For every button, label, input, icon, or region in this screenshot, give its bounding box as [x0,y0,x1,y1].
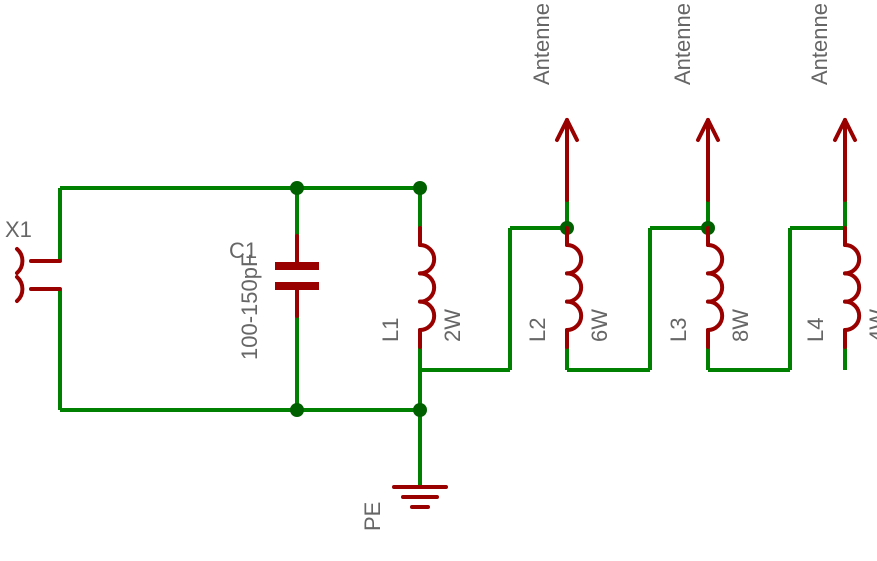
inductor-bump [420,302,434,330]
inductor-bump [845,273,859,301]
inductor-bump [708,245,722,273]
ground-label: PE [360,502,385,531]
inductor-bump [567,273,581,301]
inductor-ref: L3 [666,318,691,342]
inductor-bump [845,302,859,330]
inductor-bump [845,245,859,273]
antenna-label: Antenne [807,3,832,85]
junction [290,403,304,417]
inductor-ref: L2 [525,318,550,342]
capacitor-value: 100-150pF [237,254,262,360]
inductor-bump [567,245,581,273]
junction [290,181,304,195]
inductor-value: 6W [587,309,612,342]
inductor-bump [420,273,434,301]
connector-arc [17,277,22,301]
inductor-value: 4W [865,309,877,342]
junction [413,181,427,195]
inductor-bump [567,302,581,330]
connector-arc [17,249,22,273]
inductor-bump [420,245,434,273]
antenna-label: Antenne [529,3,554,85]
inductor-ref: L4 [803,318,828,342]
junction [413,403,427,417]
inductor-value: 8W [728,309,753,342]
inductor-bump [708,273,722,301]
inductor-bump [708,302,722,330]
antenna-label: Antenne [670,3,695,85]
inductor-ref: L1 [378,318,403,342]
inductor-value: 2W [440,309,465,342]
connector-ref: X1 [5,217,32,242]
